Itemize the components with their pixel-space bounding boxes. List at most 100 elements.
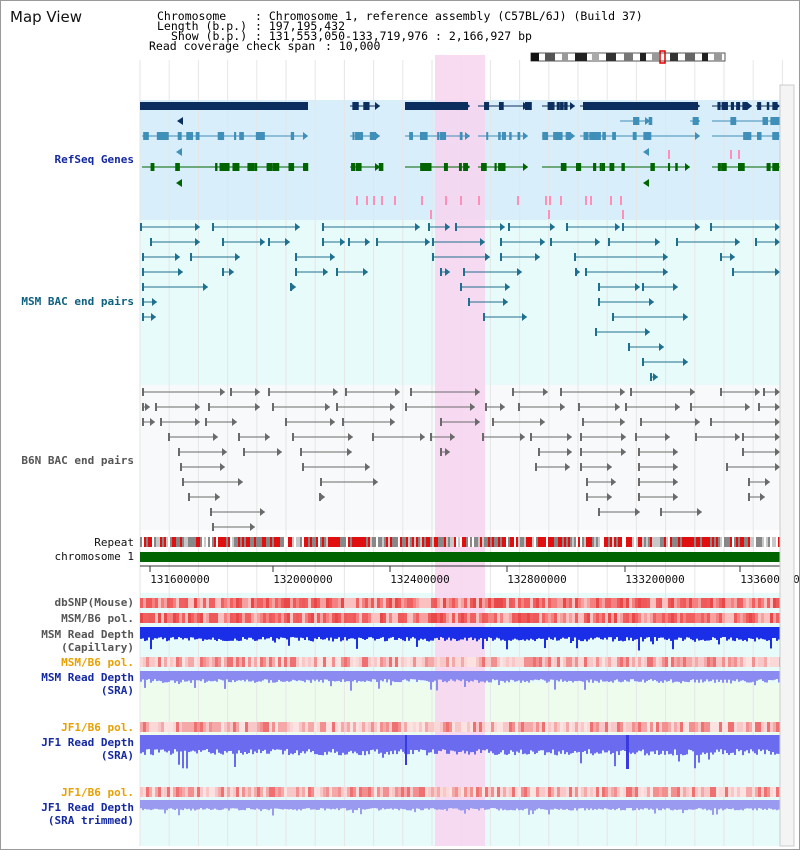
jf1-read-depth-trimmed-bar [752, 800, 754, 811]
jf1-read-depth-sra-bar [662, 735, 664, 751]
msm-read-depth-capillary-bar [472, 627, 474, 641]
msm-read-depth-capillary-bar [238, 627, 240, 642]
repeat-segment [312, 537, 314, 547]
msm-b6-pol-sra-cell [749, 657, 752, 667]
jf1-read-depth-sra-bar [672, 735, 674, 756]
refseq-row4-exon [219, 163, 227, 171]
jf1-b6-pol-trim-cell [242, 787, 245, 797]
dbsnp-cell [617, 598, 620, 608]
refseq-row3-exon [259, 132, 265, 140]
b6n-bac-pair-end [621, 433, 626, 441]
msm-read-depth-sra-bar [598, 671, 600, 683]
jf1-b6-pol-cell [608, 722, 611, 732]
refseq-row4-exon [502, 163, 506, 171]
jf1-read-depth-trimmed-bar [184, 800, 186, 809]
repeat-segment [160, 537, 162, 547]
jf1-read-depth-trimmed-bar [222, 800, 224, 810]
msm-bac-label[interactable]: MSM BAC end pairs [21, 295, 134, 308]
jf1-read-depth-sra-bar [580, 735, 582, 764]
b6n-bac-pair-end [607, 463, 612, 471]
refseq-row1-exon [484, 102, 489, 110]
msm-read-depth-capillary-bar [560, 627, 562, 639]
msm-read-depth-capillary-bar [350, 627, 352, 639]
msm-bac-pair-end [720, 253, 722, 261]
jf1-b6-pol-trim-cell [191, 787, 194, 797]
b6n-bac-pair-end [482, 433, 484, 441]
b6n-bac-pair-end [775, 448, 780, 456]
repeat-segment [190, 537, 192, 547]
msm-b6-pol-sra-cell [503, 657, 506, 667]
msm-b6-pol-sra-cell [446, 657, 449, 667]
repeat-segment [438, 537, 440, 547]
refseq-row3-exon [352, 132, 355, 140]
msm-b6-pol-cell [545, 613, 548, 623]
b6n-bac-pair-end [470, 403, 475, 411]
msm-read-depth-sra-bar [414, 671, 416, 680]
msm-bac-pair-end [340, 238, 345, 246]
jf1-b6-pol-cell [542, 722, 545, 732]
msm-b6-pol-sra-cell [191, 657, 194, 667]
jf1-read-depth-sra-bar [440, 735, 442, 752]
repeat-segment [510, 537, 512, 547]
jf1-read-depth-trimmed-bar [694, 800, 696, 810]
repeat-segment [458, 537, 460, 547]
msm-read-depth-sra-bar [490, 671, 492, 683]
b6n-bac-pair-end [292, 433, 294, 441]
msm-read-depth-sra-bar [320, 671, 322, 681]
refseq-genes-label[interactable]: RefSeq Genes [54, 153, 134, 166]
repeat-segment [778, 537, 780, 547]
msm-read-depth-capillary-bar [434, 627, 436, 639]
jf1-read-depth-trimmed-bar [280, 800, 282, 810]
dbsnp-cell [368, 598, 371, 608]
repeat-segment [194, 537, 196, 547]
jf1-read-depth-sra-bar [418, 735, 420, 752]
jf1-b6-pol-cell [578, 722, 581, 732]
msm-read-depth-capillary-bar [694, 627, 696, 642]
msm-read-depth-capillary-bar [234, 627, 236, 639]
jf1-read-depth-trimmed-bar [358, 800, 360, 809]
jf1-read-depth-sra-bar [510, 735, 512, 751]
refseq-row3-exon [177, 132, 182, 140]
repeat-segment [266, 537, 268, 547]
jf1-read-depth-sra-bar [342, 735, 344, 753]
repeat-segment [164, 537, 166, 547]
jf1-read-depth-trimmed-bar [364, 800, 366, 810]
jf1-read-depth-sra-bar [272, 735, 274, 750]
msm-b6-pol-sra-cell [458, 657, 461, 667]
repeat-segment [468, 537, 470, 547]
msm-bac-pair-end [195, 238, 200, 246]
msm-read-depth-capillary-bar [404, 627, 406, 642]
jf1-read-depth-sra-bar [764, 735, 766, 755]
jf1-read-depth-trimmed-bar [498, 800, 500, 811]
msm-read-depth-sra-bar [436, 671, 438, 691]
repeat-segment [768, 537, 770, 547]
jf1-b6-pol-cell [698, 722, 701, 732]
msm-read-depth-sra-bar [232, 671, 234, 681]
msm-b6-pol-cell [305, 613, 308, 623]
repeat-segment [324, 537, 326, 547]
msm-read-depth-sra-bar [516, 671, 518, 682]
b6n-bac-pair-end [395, 388, 400, 396]
jf1-read-depth-trimmed-bar [466, 800, 468, 809]
msm-read-depth-sra-bar [360, 671, 362, 682]
msm-b6-pol-cell [659, 613, 662, 623]
msm-read-depth-capillary-bar [160, 627, 162, 638]
jf1-b6-pol-cell [455, 722, 458, 732]
jf1-read-depth-sra-bar [324, 735, 326, 753]
msm-b6-pol-cell [683, 613, 686, 623]
jf1-read-depth-sra-bar [750, 735, 752, 750]
msm-read-depth-sra-bar [312, 671, 314, 680]
msm-read-depth-capillary-bar [388, 627, 390, 639]
msm-read-depth-sra-bar [646, 671, 648, 682]
ideogram-band [575, 53, 587, 61]
msm-b6-pol-sra-cell [197, 657, 200, 667]
b6n-bac-label[interactable]: B6N BAC end pairs [21, 454, 134, 467]
repeat-segment [534, 537, 536, 547]
msm-read-depth-sra-bar [256, 671, 258, 682]
msm-b6-pol-sra-cell [557, 657, 560, 667]
jf1-read-depth-sra-sub: (SRA) [100, 749, 134, 762]
msm-read-depth-capillary-bar [688, 627, 690, 638]
jf1-b6-pol-trim-cell [509, 787, 512, 797]
repeat-segment [334, 537, 336, 547]
